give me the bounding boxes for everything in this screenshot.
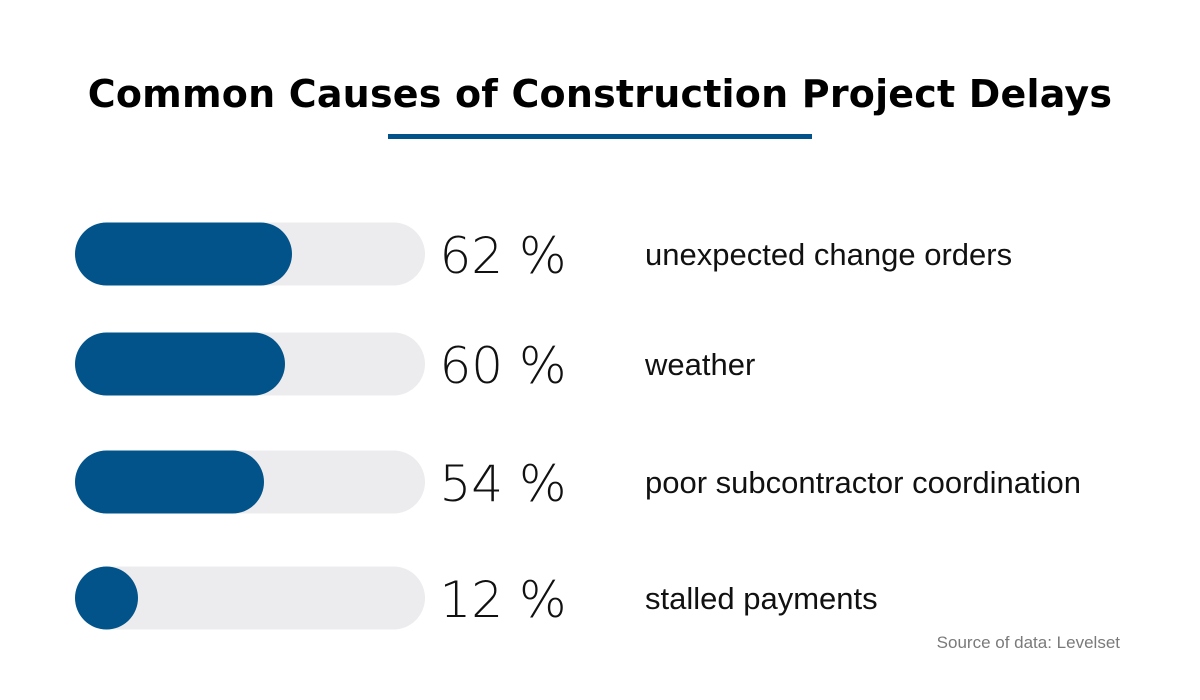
value-label: 12 %: [439, 571, 566, 629]
value-label: 60 %: [439, 337, 566, 395]
chart-title: Common Causes of Construction Project De…: [87, 72, 1113, 116]
category-label: unexpected change orders: [645, 237, 1012, 272]
bar: [75, 566, 138, 630]
bar-track: [75, 566, 425, 630]
value-label: 54 %: [439, 455, 566, 513]
bar-row: 60 % weather: [75, 332, 755, 396]
bar: [75, 332, 285, 396]
value-label: 62 %: [439, 227, 566, 285]
bar: [75, 450, 264, 514]
category-label: weather: [644, 347, 755, 382]
bar: [75, 222, 292, 286]
category-label: stalled payments: [645, 581, 878, 616]
bar-row: 62 % unexpected change orders: [75, 222, 1012, 286]
source-note: Source of data: Levelset: [936, 633, 1120, 652]
category-label: poor subcontractor coordination: [645, 465, 1081, 500]
bar-row: 12 % stalled payments: [75, 566, 878, 630]
title-underline: [388, 134, 812, 139]
bar-row: 54 % poor subcontractor coordination: [75, 450, 1081, 514]
